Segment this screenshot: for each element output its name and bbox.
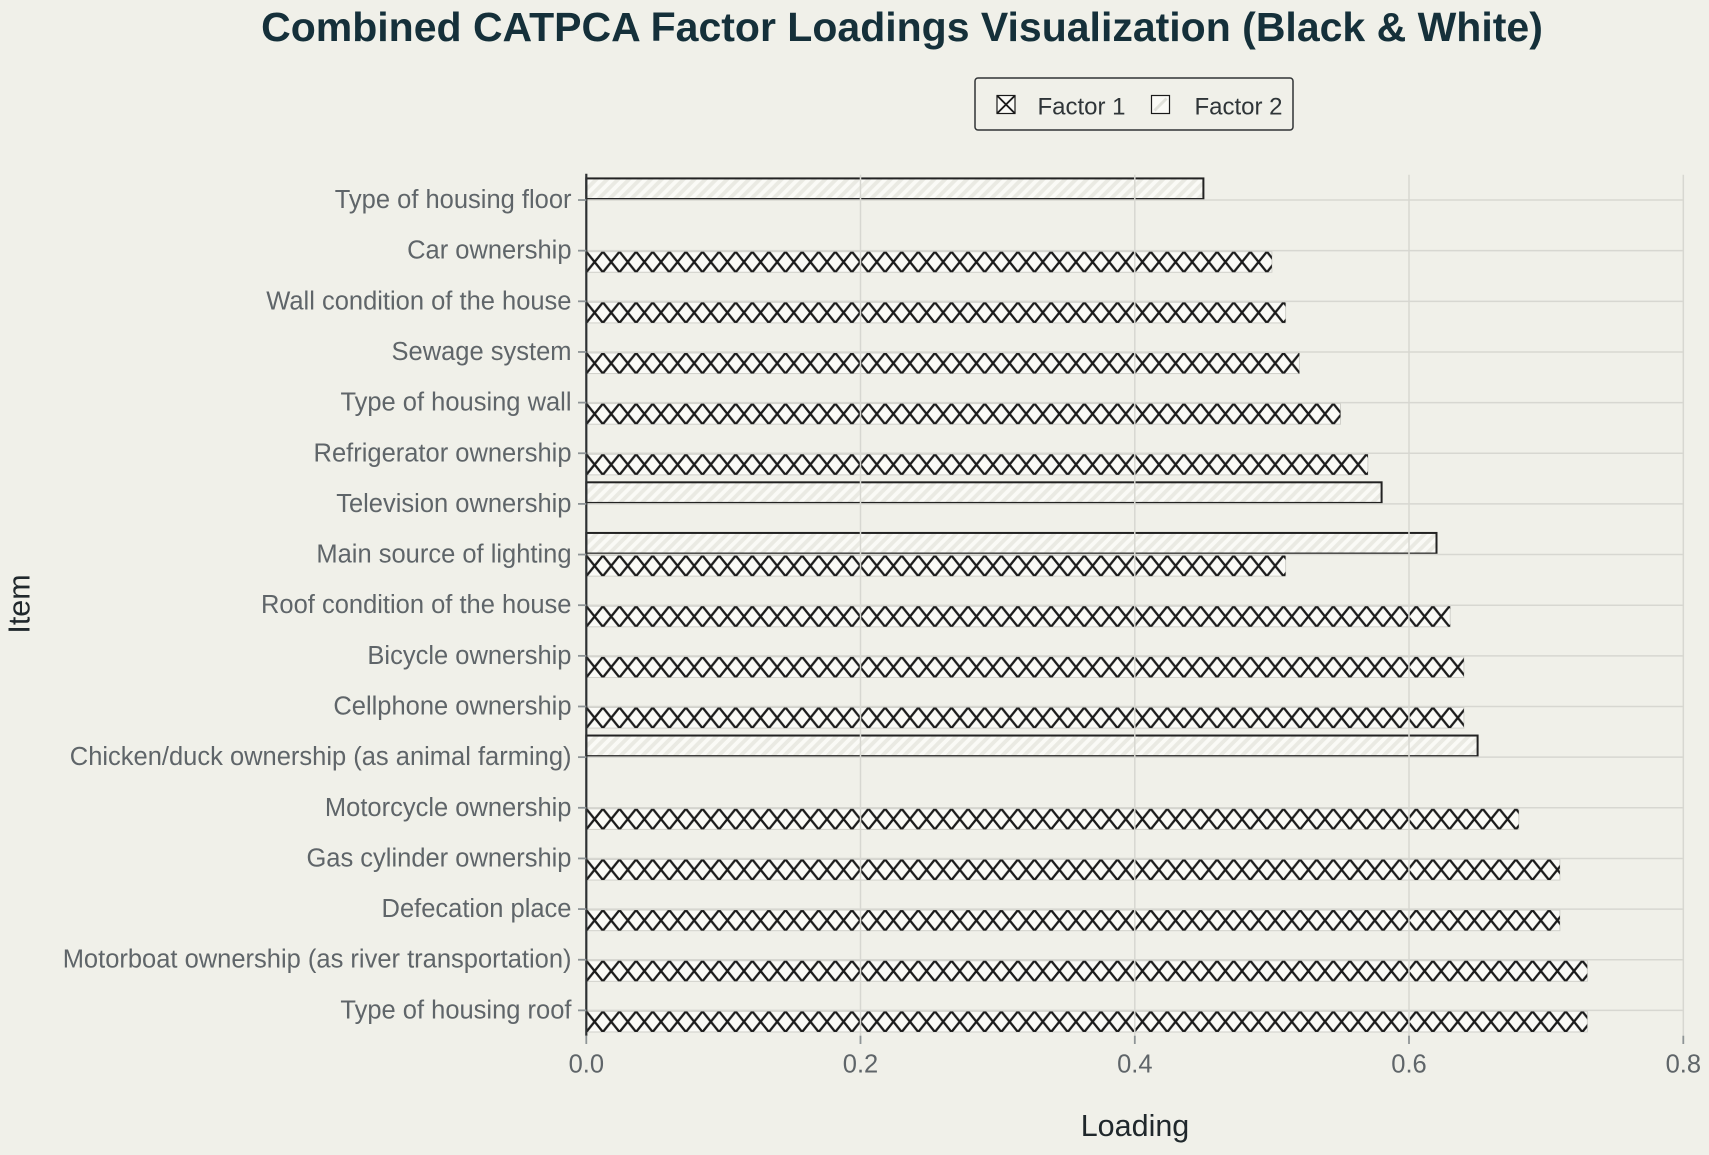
svg-text:0.2: 0.2 <box>843 1051 878 1079</box>
svg-text:Item: Item <box>3 574 37 633</box>
svg-text:Factor 2: Factor 2 <box>1195 93 1283 120</box>
svg-text:Car ownership: Car ownership <box>407 237 571 265</box>
svg-text:Chicken/duck ownership (as ani: Chicken/duck ownership (as animal farmin… <box>70 743 572 771</box>
svg-text:Type of housing floor: Type of housing floor <box>335 186 572 214</box>
svg-text:Factor 1: Factor 1 <box>1038 93 1126 120</box>
svg-text:Bicycle ownership: Bicycle ownership <box>367 642 571 670</box>
svg-text:0.4: 0.4 <box>1117 1051 1152 1079</box>
svg-text:Refrigerator ownership: Refrigerator ownership <box>314 439 572 467</box>
svg-text:Gas cylinder ownership: Gas cylinder ownership <box>306 844 571 872</box>
svg-text:0.6: 0.6 <box>1391 1051 1426 1079</box>
svg-text:0.0: 0.0 <box>569 1051 604 1079</box>
svg-text:Combined CATPCA Factor Loading: Combined CATPCA Factor Loadings Visualiz… <box>261 4 1543 50</box>
svg-text:Motorboat ownership (as river: Motorboat ownership (as river transporta… <box>63 946 572 974</box>
svg-text:Defecation place: Defecation place <box>382 895 572 923</box>
svg-text:Loading: Loading <box>1081 1109 1190 1143</box>
svg-text:Wall condition of the house: Wall condition of the house <box>266 287 571 315</box>
svg-text:Main source of lighting: Main source of lighting <box>316 541 571 569</box>
svg-text:Type of housing roof: Type of housing roof <box>340 996 572 1024</box>
svg-text:Type of housing wall: Type of housing wall <box>340 389 571 417</box>
svg-text:0.8: 0.8 <box>1666 1051 1701 1079</box>
svg-text:Roof condition of the house: Roof condition of the house <box>261 591 571 619</box>
svg-text:Cellphone ownership: Cellphone ownership <box>333 692 571 720</box>
svg-text:Motorcycle ownership: Motorcycle ownership <box>325 794 572 822</box>
svg-text:Sewage system: Sewage system <box>392 338 572 366</box>
svg-text:Television ownership: Television ownership <box>336 490 571 518</box>
